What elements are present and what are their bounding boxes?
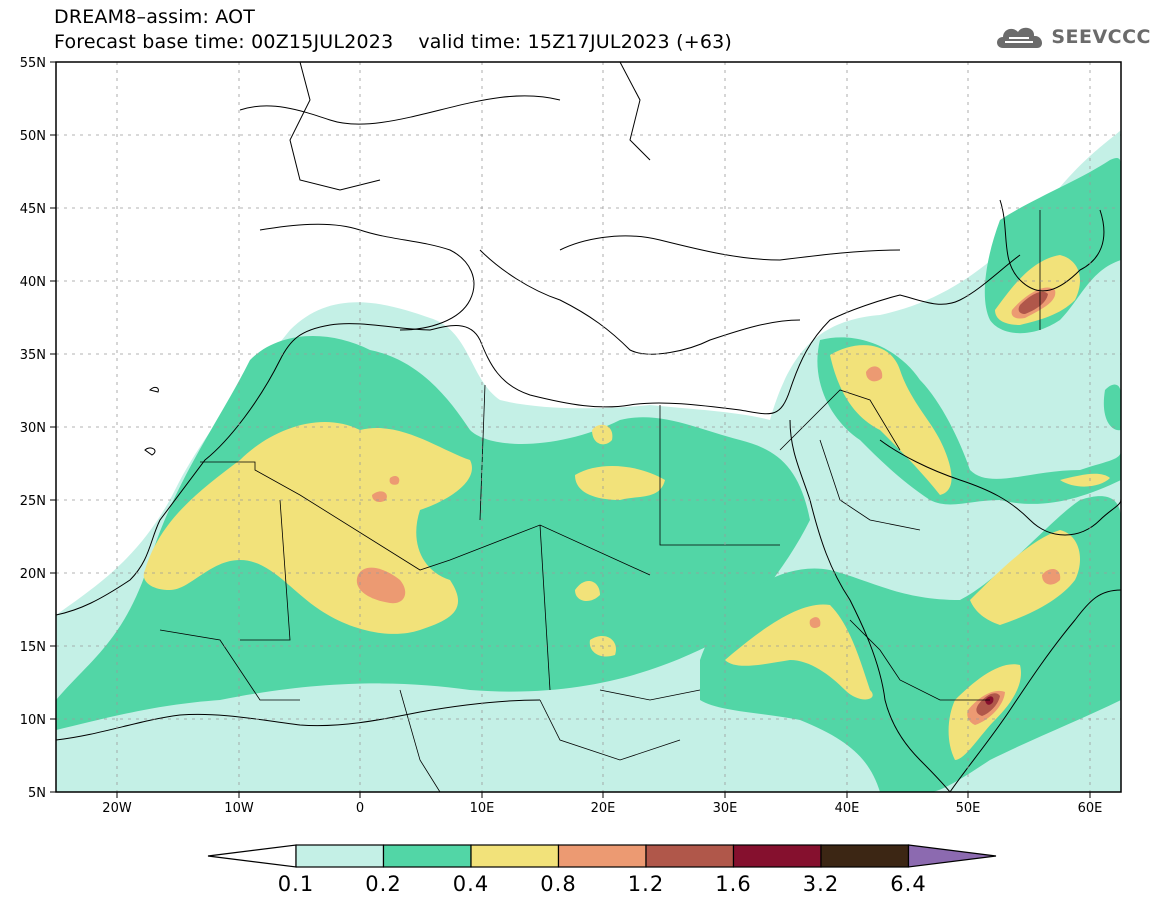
colorbar-label: 0.4 bbox=[452, 872, 490, 896]
x-tick-label: 20E bbox=[591, 801, 616, 816]
colorbar-label: 1.2 bbox=[627, 872, 665, 896]
x-tick-label: 40E bbox=[835, 801, 860, 816]
cloud-icon bbox=[997, 27, 1043, 48]
colorbar-bin bbox=[470, 844, 560, 868]
x-tick-labels: 20W 10W 0 10E 20E 30E 40E 50E 60E bbox=[102, 801, 1102, 816]
axis-ticks bbox=[50, 61, 1091, 798]
aot-level-0.2 bbox=[56, 158, 1121, 792]
aot-level-1.6 bbox=[985, 696, 994, 705]
country-borders bbox=[159, 210, 1041, 792]
y-tick-label: 5N bbox=[28, 786, 46, 801]
y-tick-label: 40N bbox=[20, 275, 46, 290]
x-tick-label: 20W bbox=[102, 801, 132, 816]
y-tick-label: 10N bbox=[20, 713, 46, 728]
colorbar-bin bbox=[732, 844, 822, 868]
colorbar-label: 0.1 bbox=[277, 872, 315, 896]
x-tick-label: 0 bbox=[356, 801, 364, 816]
map-title: DREAM8–assim: AOT bbox=[54, 6, 256, 28]
colorbar-label: 1.6 bbox=[715, 872, 752, 896]
map-subtitle: Forecast base time: 00Z15JUL2023 valid t… bbox=[54, 31, 733, 53]
y-tick-labels: 55N 50N 45N 40N 35N 30N 25N 20N 15N 10N … bbox=[20, 56, 46, 801]
colorbar-label: 0.8 bbox=[540, 872, 577, 896]
colorbar-bin bbox=[820, 844, 910, 868]
colorbar-bin bbox=[295, 844, 385, 868]
colorbar-under-triangle bbox=[207, 844, 297, 868]
x-tick-label: 60E bbox=[1078, 801, 1103, 816]
x-tick-label: 10E bbox=[470, 801, 495, 816]
y-tick-label: 20N bbox=[20, 567, 46, 582]
colorbar-label: 6.4 bbox=[890, 872, 927, 896]
y-tick-label: 35N bbox=[20, 348, 46, 363]
colorbar-bin bbox=[382, 844, 472, 868]
colorbar-bin bbox=[557, 844, 647, 868]
colorbar-labels: 0.1 0.2 0.4 0.8 1.2 1.6 3.2 6.4 bbox=[0, 872, 1165, 898]
y-tick-label: 45N bbox=[20, 202, 46, 217]
logo-text: SEEVCCC bbox=[1051, 26, 1151, 48]
colorbar bbox=[207, 844, 997, 868]
colorbar-bin bbox=[645, 844, 735, 868]
colorbar-over-triangle bbox=[907, 844, 997, 868]
x-tick-label: 30E bbox=[713, 801, 738, 816]
colorbar-label: 0.2 bbox=[365, 872, 402, 896]
y-tick-label: 50N bbox=[20, 129, 46, 144]
seevccc-logo: SEEVCCC bbox=[993, 22, 1151, 52]
coastlines bbox=[56, 62, 1121, 792]
colorbar-label: 3.2 bbox=[802, 872, 840, 896]
y-tick-label: 55N bbox=[20, 56, 46, 71]
x-tick-label: 50E bbox=[956, 801, 981, 816]
y-tick-label: 15N bbox=[20, 640, 46, 655]
gridlines bbox=[56, 62, 1121, 792]
x-tick-label: 10W bbox=[224, 801, 254, 816]
aot-fields bbox=[56, 62, 1121, 792]
y-tick-label: 30N bbox=[20, 421, 46, 436]
y-tick-label: 25N bbox=[20, 494, 46, 509]
